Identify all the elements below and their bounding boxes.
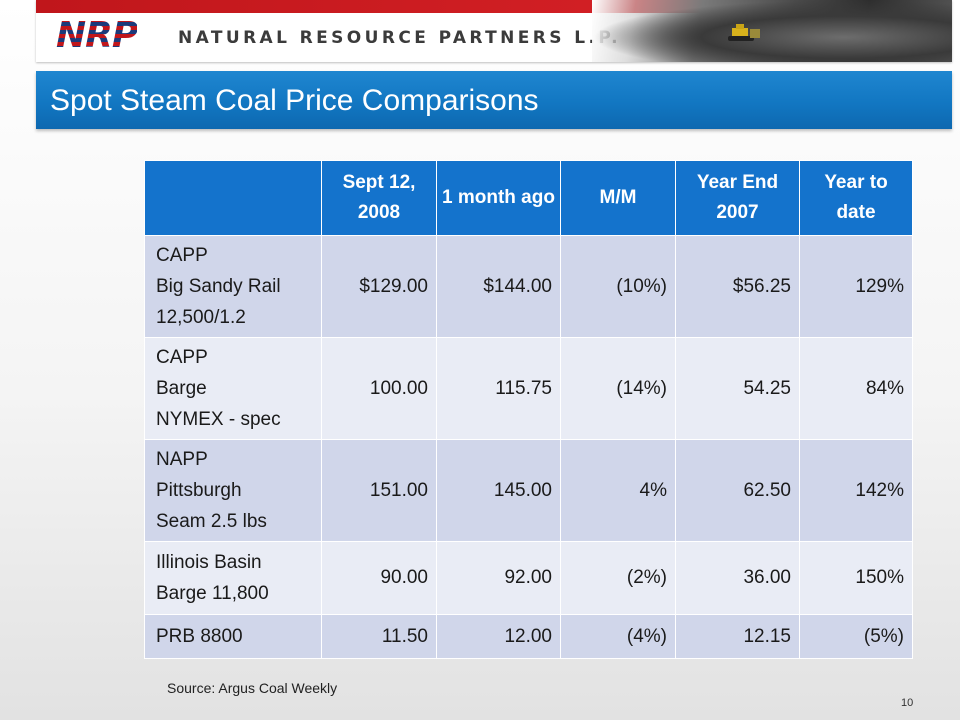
table-cell: $56.25 — [675, 235, 800, 338]
table-cell: 129% — [799, 235, 913, 338]
table-cell: 84% — [799, 337, 913, 440]
table-cell: 90.00 — [321, 541, 437, 615]
table-cell: (4%) — [560, 614, 676, 659]
table-cell: 11.50 — [321, 614, 437, 659]
table-cell: 115.75 — [436, 337, 561, 440]
row-label-line: CAPP — [156, 347, 208, 368]
column-header: Year End 2007 — [675, 160, 800, 236]
table-cell: (10%) — [560, 235, 676, 338]
table-cell: $144.00 — [436, 235, 561, 338]
mining-photo — [592, 0, 952, 62]
page-title: Spot Steam Coal Price Comparisons — [50, 84, 539, 117]
bulldozer-icon — [728, 24, 760, 41]
price-table: Sept 12, 2008 1 month ago M/M Year End 2… — [144, 160, 913, 659]
table-cell: 100.00 — [321, 337, 437, 440]
table-cell: 150% — [799, 541, 913, 615]
row-label-line: Barge — [156, 378, 207, 399]
table-row: CAPP Barge NYMEX - spec 100.00 115.75 (14%… — [144, 337, 913, 440]
row-label-line: NAPP — [156, 449, 208, 470]
table-cell: 92.00 — [436, 541, 561, 615]
table-cell: $129.00 — [321, 235, 437, 338]
row-label-line: Barge 11,800 — [156, 583, 269, 604]
table-cell: (14%) — [560, 337, 676, 440]
table-cell: 54.25 — [675, 337, 800, 440]
company-name: NATURAL RESOURCE PARTNERS L.P. — [178, 28, 621, 48]
table-cell: (2%) — [560, 541, 676, 615]
table-cell: 151.00 — [321, 439, 437, 542]
row-label: CAPP Barge NYMEX - spec — [144, 337, 322, 440]
row-label: CAPP Big Sandy Rail 12,500/1.2 — [144, 235, 322, 338]
row-label-line: CAPP — [156, 245, 208, 266]
row-label-line: NYMEX - spec — [156, 409, 281, 430]
nrp-logo: NRP — [56, 15, 138, 56]
row-label-line: Pittsburgh — [156, 480, 242, 501]
column-header: Year to date — [799, 160, 913, 236]
table-cell: 12.15 — [675, 614, 800, 659]
table-row: PRB 8800 11.50 12.00 (4%) 12.15 (5%) — [144, 614, 913, 659]
table-cell: 36.00 — [675, 541, 800, 615]
table-row: CAPP Big Sandy Rail 12,500/1.2 $129.00 $14… — [144, 235, 913, 338]
table-header-row: Sept 12, 2008 1 month ago M/M Year End 2… — [144, 160, 913, 236]
table-cell: (5%) — [799, 614, 913, 659]
table-cell: 12.00 — [436, 614, 561, 659]
row-label-line: 12,500/1.2 — [156, 307, 246, 328]
source-note: Source: Argus Coal Weekly — [167, 680, 338, 696]
table-row: Illinois Basin Barge 11,800 90.00 92.00 (… — [144, 541, 913, 615]
row-label-line: Seam 2.5 lbs — [156, 511, 267, 532]
table-row: NAPP Pittsburgh Seam 2.5 lbs 151.00 145.00… — [144, 439, 913, 542]
row-label-line: PRB 8800 — [156, 626, 243, 647]
row-label: PRB 8800 — [144, 614, 322, 659]
column-header: M/M — [560, 160, 676, 236]
table-cell: 62.50 — [675, 439, 800, 542]
page-number: 10 — [901, 697, 914, 709]
row-label: NAPP Pittsburgh Seam 2.5 lbs — [144, 439, 322, 542]
column-header — [144, 160, 322, 236]
column-header: 1 month ago — [436, 160, 561, 236]
column-header: Sept 12, 2008 — [321, 160, 437, 236]
table-cell: 4% — [560, 439, 676, 542]
header-banner: NRP NATURAL RESOURCE PARTNERS L.P. — [36, 0, 952, 62]
row-label-line: Big Sandy Rail — [156, 276, 281, 297]
row-label: Illinois Basin Barge 11,800 — [144, 541, 322, 615]
table-cell: 142% — [799, 439, 913, 542]
title-bar: Spot Steam Coal Price Comparisons — [36, 71, 952, 129]
table-cell: 145.00 — [436, 439, 561, 542]
row-label-line: Illinois Basin — [156, 552, 262, 573]
